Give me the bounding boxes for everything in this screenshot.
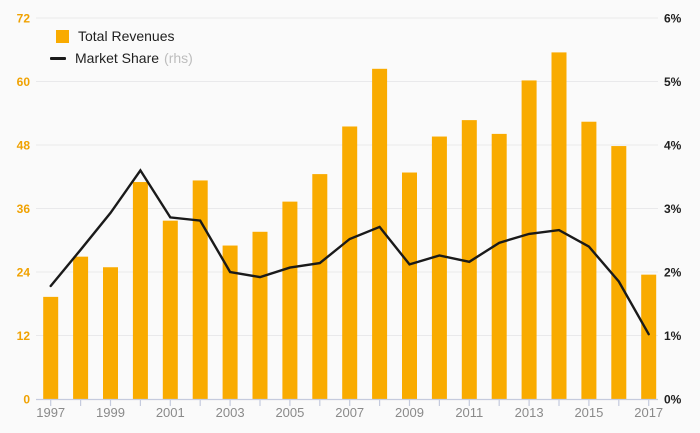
bar-2007 xyxy=(342,126,358,400)
y-right-label-6%: 6% xyxy=(664,12,682,26)
x-label-1999: 1999 xyxy=(96,405,125,420)
x-label-2003: 2003 xyxy=(216,405,245,420)
y-right-label-1%: 1% xyxy=(664,329,682,343)
x-label-2011: 2011 xyxy=(455,405,483,420)
x-label-2013: 2013 xyxy=(515,405,544,420)
bar-2011 xyxy=(461,120,477,400)
x-label-2007: 2007 xyxy=(335,405,364,420)
line-swatch-icon xyxy=(50,56,66,60)
bar-2014 xyxy=(551,52,567,399)
x-label-2009: 2009 xyxy=(395,405,424,420)
bar-swatch-icon xyxy=(56,29,69,43)
y-left-label-36: 36 xyxy=(17,202,31,216)
legend-label-total-revenues: Total Revenues xyxy=(78,28,175,44)
y-right-label-2%: 2% xyxy=(664,266,682,280)
bar-1999 xyxy=(103,267,118,399)
bar-2003 xyxy=(222,245,238,399)
legend-item-market-share: Market Share (rhs) xyxy=(50,49,193,67)
y-right-label-5%: 5% xyxy=(664,75,682,89)
bar-2006 xyxy=(312,174,328,399)
y-left-label-48: 48 xyxy=(17,139,31,153)
y-right-label-0%: 0% xyxy=(664,393,682,407)
market-share-line xyxy=(49,168,650,336)
legend-item-total-revenues: Total Revenues xyxy=(50,27,193,45)
bar-2004 xyxy=(252,231,268,399)
x-label-2015: 2015 xyxy=(574,405,603,420)
bar-2001 xyxy=(162,220,178,399)
bar-2013 xyxy=(521,80,537,400)
bar-2012 xyxy=(491,133,507,399)
bar-2017 xyxy=(641,274,657,399)
bar-2009 xyxy=(402,172,417,399)
y-left-label-24: 24 xyxy=(17,266,31,280)
legend-label-market-share: Market Share xyxy=(75,50,160,66)
bar-2005 xyxy=(282,201,298,399)
y-left-label-12: 12 xyxy=(17,329,31,343)
bar-2016 xyxy=(611,146,627,399)
x-label-2001: 2001 xyxy=(156,405,185,420)
legend: Total Revenues Market Share (rhs) xyxy=(50,27,193,67)
y-right-label-3%: 3% xyxy=(664,202,682,216)
bar-2000 xyxy=(132,182,148,399)
y-left-label-60: 60 xyxy=(17,75,31,89)
x-label-1997: 1997 xyxy=(36,405,65,420)
bar-2015 xyxy=(581,121,597,399)
bar-1998 xyxy=(73,256,89,399)
bar-2008 xyxy=(372,68,388,400)
y-right-label-4%: 4% xyxy=(664,139,682,153)
bar-1997 xyxy=(43,296,59,399)
legend-note-rhs: (rhs) xyxy=(164,50,193,66)
bar-2002 xyxy=(192,180,208,399)
y-left-label-0: 0 xyxy=(23,393,30,407)
y-left-label-72: 72 xyxy=(17,12,31,26)
x-label-2017: 2017 xyxy=(634,405,663,420)
x-label-2005: 2005 xyxy=(275,405,304,420)
bar-2010 xyxy=(431,136,447,400)
